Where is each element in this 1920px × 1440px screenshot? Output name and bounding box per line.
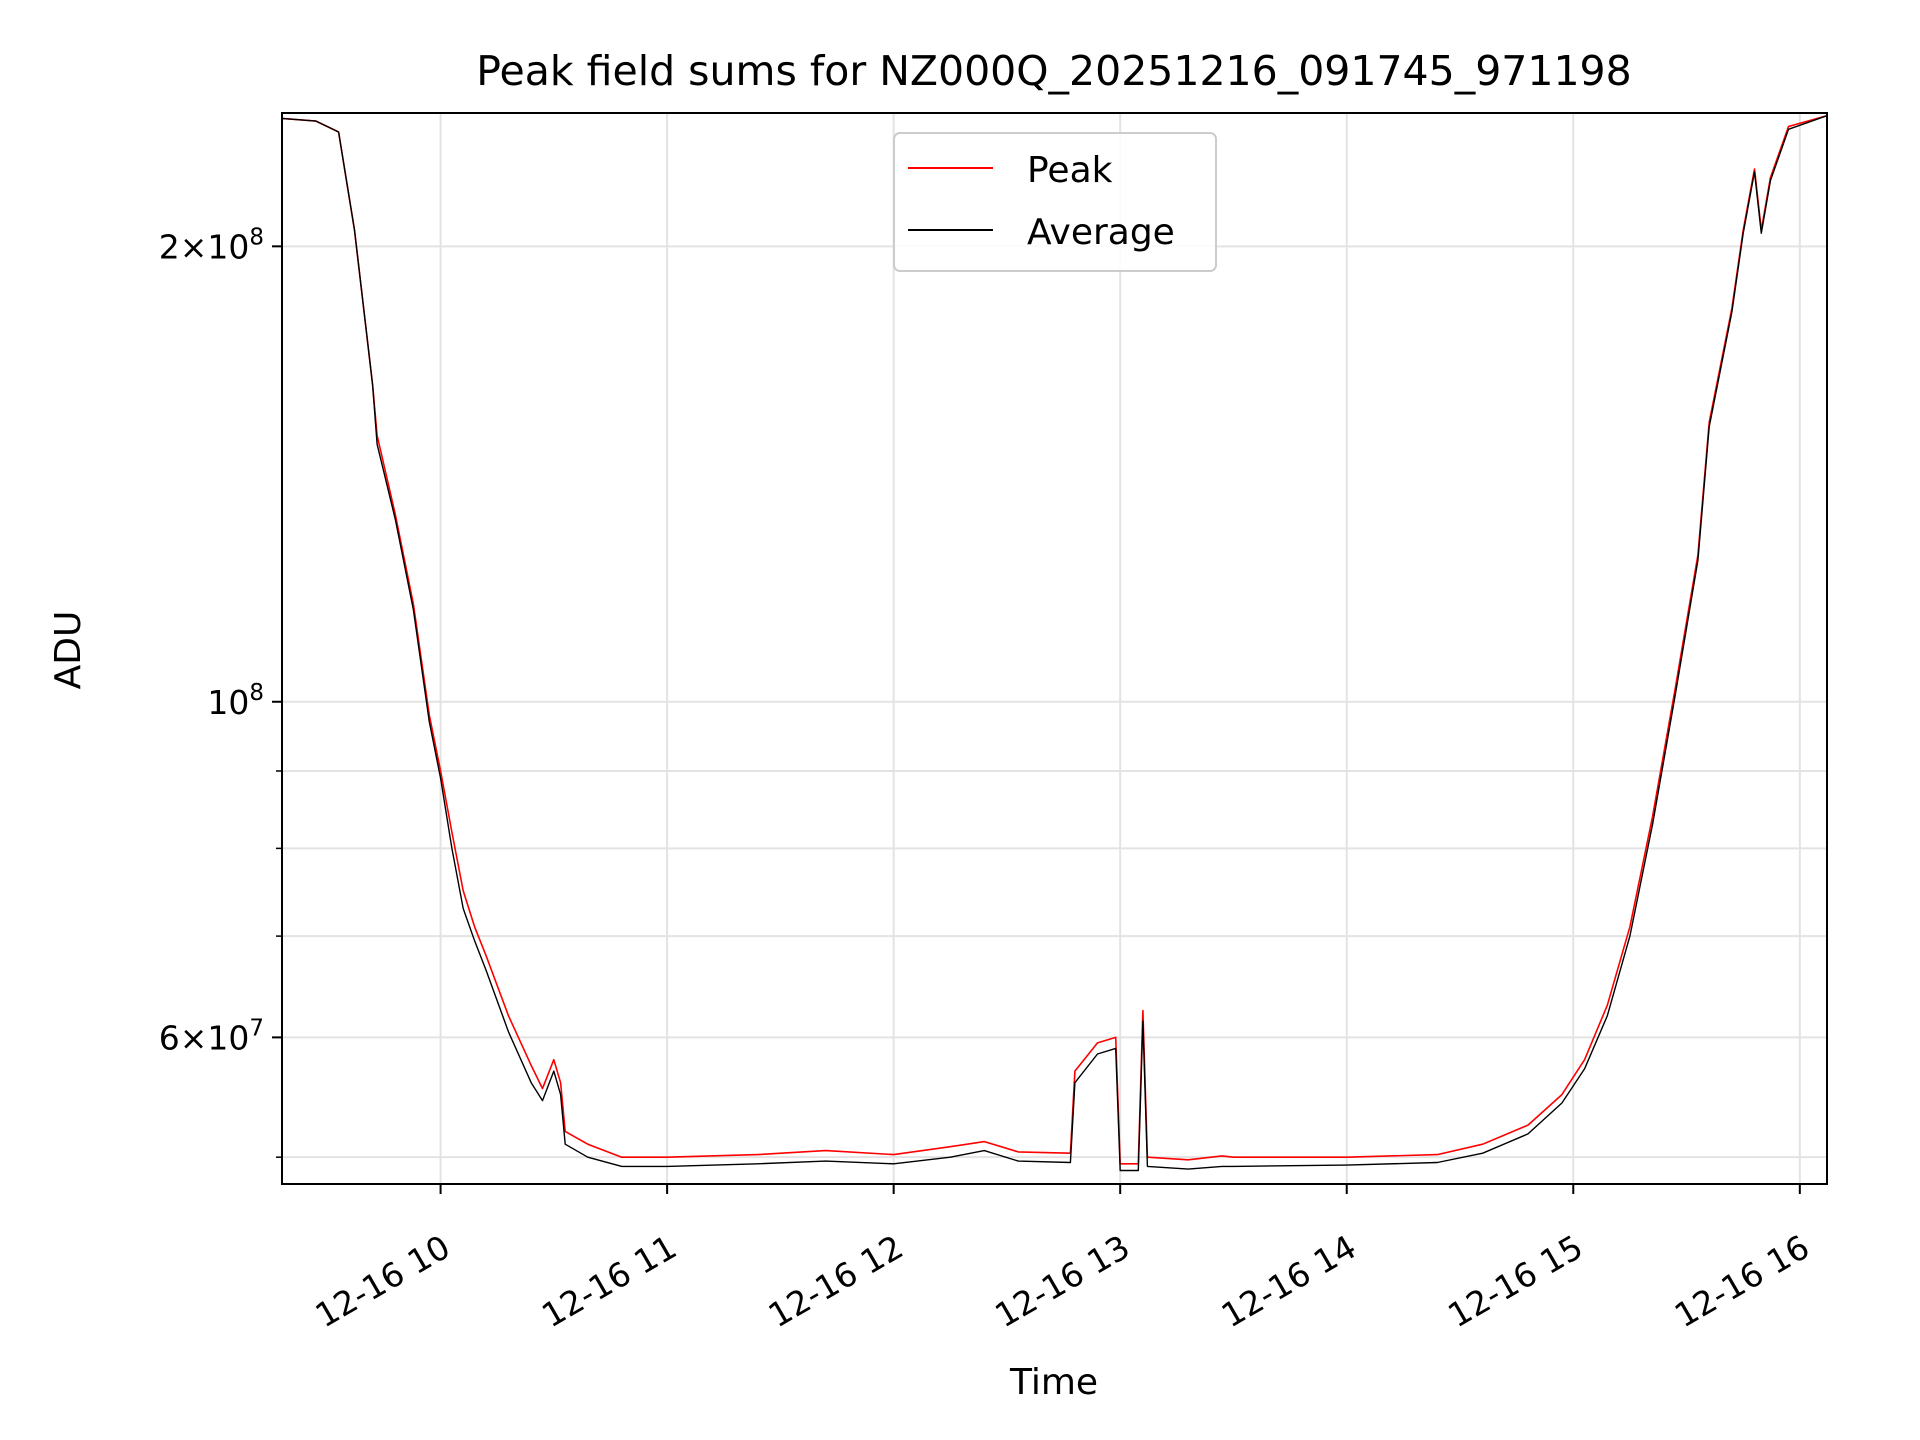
x-axis-label: Time [1009,1362,1098,1403]
grid [282,113,1827,1184]
legend-peak-label: Peak [1027,150,1113,191]
chart-title: Peak field sums for NZ000Q_20251216_0917… [476,47,1631,95]
series-group [281,114,1828,1172]
y-axis-ticks: 2×108 108 6×107 [159,224,282,1158]
legend-average-label: Average [1027,212,1175,253]
y-tick-label: 108 [207,680,264,722]
legend: Peak Average [893,132,1217,272]
y-tick-label: 2×108 [159,224,264,266]
plot-frame [281,112,1828,1185]
y-axis-label: ADU [48,611,89,690]
series-line-average [281,115,1828,1172]
y-tick-label: 6×107 [159,1015,264,1057]
